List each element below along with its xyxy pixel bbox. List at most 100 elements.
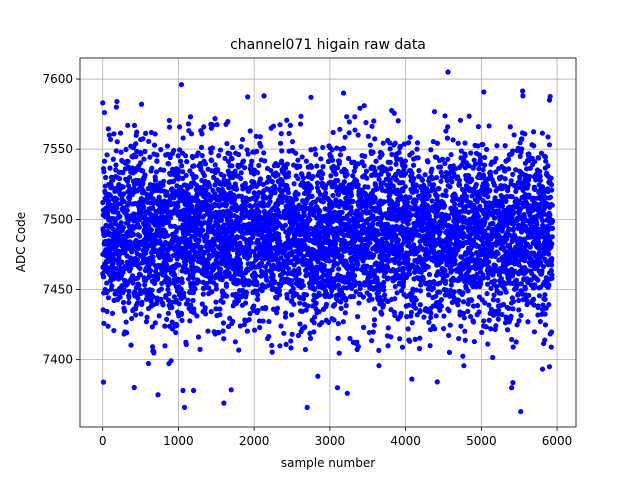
data-point [150,258,156,264]
data-point [179,279,185,286]
data-point [300,282,306,289]
data-point [160,182,166,188]
data-point [204,234,210,240]
data-point [302,346,309,353]
data-point [335,335,341,341]
data-point [167,280,173,286]
data-point [113,243,120,249]
data-point [446,332,452,339]
data-point [393,161,399,167]
data-point [460,224,466,230]
data-point [445,124,451,130]
data-point [313,151,319,158]
data-point [243,289,250,296]
data-point [443,188,449,194]
data-point [240,158,247,164]
data-point [458,323,464,329]
data-point [251,303,257,309]
data-point [336,350,342,356]
data-point [332,241,339,247]
data-point [111,276,117,282]
data-point [109,283,115,289]
data-point [419,177,426,183]
data-point [392,296,398,302]
data-point [433,175,440,181]
data-point [460,299,467,305]
data-point [199,131,205,137]
data-point [122,249,128,255]
data-point [248,240,254,246]
data-point [331,302,338,308]
data-point [361,103,367,109]
data-point [190,275,196,281]
data-point [224,140,230,147]
data-point [158,147,164,153]
data-point [400,265,406,271]
data-point [452,201,458,207]
data-point [120,269,126,275]
data-point [118,149,124,155]
data-point [413,297,419,303]
data-point [402,158,408,164]
data-point [343,295,349,302]
data-point [152,177,159,183]
data-point [297,163,303,169]
data-point [133,141,139,147]
data-point [369,338,375,344]
data-point [114,139,120,145]
data-point [126,288,132,294]
data-point [405,140,412,146]
data-point [314,163,320,169]
data-point [380,140,386,146]
data-point [346,119,352,125]
data-point [269,342,275,349]
data-point [124,281,130,287]
data-point [107,136,114,143]
data-point [317,208,323,214]
data-point [279,148,285,154]
data-point [133,312,139,318]
data-point [441,202,448,209]
data-point [104,152,110,158]
data-point [277,140,284,146]
data-point [351,293,357,300]
data-point [109,310,116,316]
data-point [251,327,258,333]
data-point [253,273,259,279]
data-point [173,329,179,336]
data-point [247,128,253,134]
data-point [101,109,108,116]
data-point [113,148,119,154]
data-point [312,314,318,320]
data-point [138,311,144,317]
data-point [322,190,329,196]
data-point [465,308,471,314]
data-point [254,282,260,288]
data-point [129,315,135,322]
data-point [101,274,107,280]
data-point [161,178,167,184]
data-point [362,153,368,159]
data-point [129,165,136,171]
data-point [152,320,158,326]
data-point [471,338,477,345]
data-point [123,146,129,153]
data-point [113,162,119,168]
data-point [428,147,434,153]
data-point [281,330,287,336]
data-point [473,181,479,188]
data-point [469,177,475,183]
data-point [238,264,244,271]
data-point [355,344,361,350]
data-point [162,343,168,349]
data-point [475,124,482,130]
data-point [405,256,411,263]
data-point [257,324,263,331]
data-point [293,196,299,202]
data-point [303,292,310,298]
data-point [144,314,150,320]
data-point [285,170,292,176]
data-point [437,164,444,170]
data-point [426,271,433,278]
data-point [269,179,275,185]
